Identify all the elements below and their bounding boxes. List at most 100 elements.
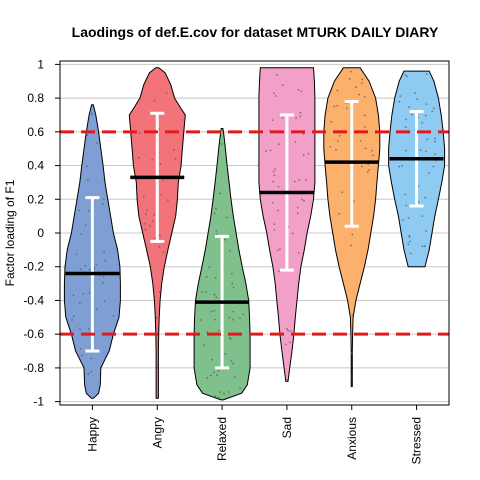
data-point — [275, 74, 278, 76]
data-point — [336, 89, 339, 92]
data-point — [95, 263, 98, 266]
data-point — [298, 179, 300, 182]
data-point — [112, 315, 115, 317]
x-tick-label: Angry — [150, 417, 164, 448]
data-point — [363, 114, 366, 117]
data-point — [103, 198, 105, 201]
data-point — [239, 387, 242, 390]
data-point — [213, 371, 215, 374]
data-point — [153, 213, 155, 216]
data-point — [79, 328, 81, 331]
data-point — [336, 140, 339, 142]
data-point — [228, 316, 231, 319]
data-point — [156, 364, 158, 367]
data-point — [274, 168, 276, 171]
data-point — [299, 111, 302, 114]
data-point — [335, 148, 337, 151]
data-point — [404, 149, 407, 152]
grid-layer — [60, 63, 449, 403]
data-point — [329, 146, 332, 148]
data-point — [421, 121, 424, 124]
data-point — [398, 100, 401, 103]
data-point — [206, 331, 209, 333]
y-tick-label: -0.8 — [23, 361, 44, 375]
data-point — [278, 270, 280, 273]
data-point — [273, 92, 275, 94]
data-point — [350, 70, 352, 73]
data-point — [239, 317, 241, 319]
data-point — [229, 336, 231, 339]
data-point — [102, 203, 104, 205]
data-point — [302, 154, 305, 157]
data-point — [416, 98, 418, 101]
data-point — [167, 199, 169, 202]
data-point — [407, 217, 410, 219]
data-point — [144, 228, 147, 231]
data-point — [138, 132, 141, 134]
data-point — [273, 174, 276, 177]
data-point — [354, 86, 357, 88]
data-point — [434, 140, 436, 143]
data-point — [165, 91, 168, 94]
data-point — [401, 165, 404, 167]
data-point — [214, 395, 217, 398]
data-point — [289, 330, 292, 332]
y-tick-label: -1 — [33, 395, 44, 409]
y-tick-label: 0 — [37, 226, 44, 240]
data-point — [84, 264, 87, 267]
data-point — [408, 106, 410, 108]
data-point — [286, 378, 289, 381]
data-point — [424, 150, 427, 153]
data-point — [346, 107, 348, 110]
data-point — [363, 96, 366, 98]
data-point — [272, 170, 275, 173]
data-point — [232, 318, 235, 321]
data-point — [232, 310, 235, 313]
data-point — [293, 180, 296, 183]
reference-line-layer — [60, 130, 449, 336]
data-point — [82, 293, 85, 295]
data-point — [404, 193, 407, 196]
data-point — [296, 206, 299, 209]
data-point — [426, 138, 429, 141]
data-point — [351, 375, 353, 378]
data-point — [405, 118, 408, 121]
y-tick-label: 1 — [37, 57, 44, 71]
data-point — [295, 117, 297, 119]
data-point — [281, 84, 284, 86]
data-point — [103, 251, 105, 254]
x-tick-label: Sad — [280, 417, 294, 438]
data-point — [424, 196, 427, 199]
data-point — [215, 233, 218, 236]
data-point — [78, 209, 81, 212]
data-point — [153, 99, 156, 102]
data-point — [152, 219, 154, 222]
data-point — [230, 360, 233, 362]
data-point — [103, 300, 106, 303]
data-point — [215, 207, 217, 210]
data-point — [75, 253, 78, 256]
data-point — [348, 77, 351, 80]
data-point — [277, 186, 280, 188]
data-point — [233, 376, 236, 379]
data-point — [208, 266, 211, 269]
data-point — [88, 268, 91, 271]
data-point — [421, 215, 424, 218]
data-point — [85, 165, 88, 168]
data-point — [277, 209, 280, 212]
y-tick-label: 0.8 — [27, 91, 44, 105]
data-point — [281, 116, 284, 119]
data-point — [434, 137, 436, 140]
data-point — [149, 224, 151, 227]
data-point — [371, 149, 373, 152]
data-point — [158, 291, 161, 294]
data-point — [145, 213, 147, 216]
data-point — [215, 296, 218, 299]
data-point — [91, 112, 93, 115]
data-point — [210, 374, 212, 377]
data-point — [277, 249, 279, 252]
data-point — [174, 158, 177, 160]
y-axis-label: Factor loading of F1 — [3, 179, 17, 286]
data-point — [428, 172, 431, 174]
data-point — [95, 308, 98, 310]
